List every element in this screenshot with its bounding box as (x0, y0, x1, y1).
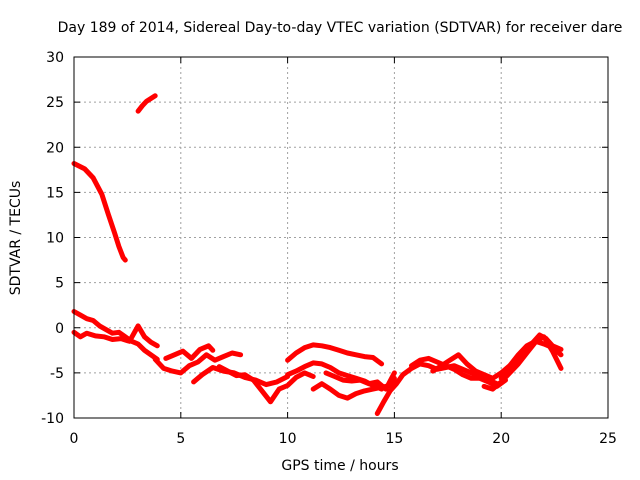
y-tick-label: 15 (46, 185, 64, 201)
ticks: 0 5 10 15 20 25 -10 -5 0 5 10 15 20 25 30 (41, 50, 617, 447)
series-arc-1 (71, 161, 128, 263)
y-tick-label: 5 (55, 276, 64, 292)
series-layer (71, 93, 564, 416)
series-arc-8 (216, 364, 316, 405)
y-tick-label: 10 (46, 231, 64, 247)
y-axis-title: SDTVAR / TECUs (8, 181, 24, 296)
x-tick-label: 15 (385, 431, 403, 447)
y-tick-label: -10 (41, 411, 64, 427)
x-tick-label: 0 (70, 431, 79, 447)
x-tick-label: 20 (492, 431, 510, 447)
series-arc-9 (285, 342, 385, 367)
y-tick-label: 25 (46, 95, 64, 111)
x-tick-label: 10 (279, 431, 297, 447)
x-tick-label: 25 (599, 431, 617, 447)
y-tick-label: 20 (46, 140, 64, 156)
plot-border (73, 56, 609, 419)
y-tick-label: 30 (46, 50, 64, 66)
y-tick-label: -5 (50, 366, 64, 382)
series-arc-13 (374, 361, 500, 416)
series-arc-6 (163, 343, 216, 361)
chart-title: Day 189 of 2014, Sidereal Day-to-day VTE… (58, 20, 623, 36)
x-axis-title: GPS time / hours (281, 458, 398, 474)
series-arc-2 (135, 93, 158, 114)
series-arc-17 (498, 332, 564, 381)
series-arc-15 (430, 338, 564, 381)
y-tick-label: 0 (55, 321, 64, 337)
series-arc-5 (152, 350, 244, 376)
series-arc-4 (71, 323, 160, 349)
series-arc-3 (71, 309, 160, 362)
series-arc-14 (409, 355, 508, 389)
x-tick-label: 5 (176, 431, 185, 447)
series-arc-12 (323, 370, 397, 392)
